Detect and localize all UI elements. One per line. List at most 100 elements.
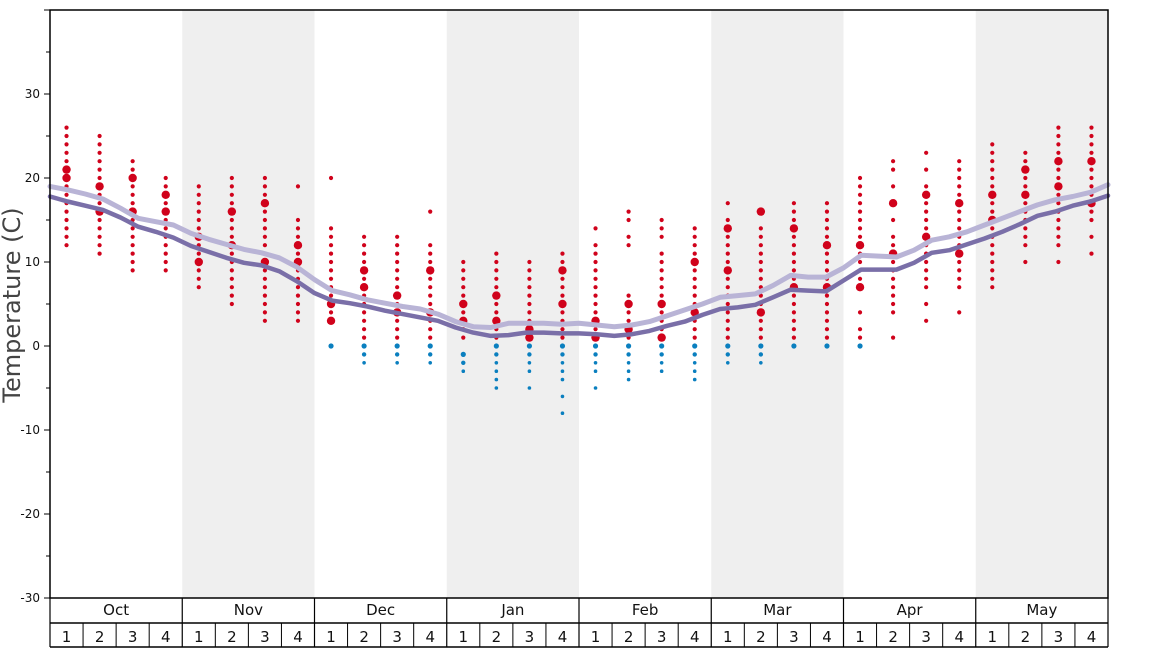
week-label: 1 — [194, 628, 204, 646]
warm-temperature-dot — [659, 226, 664, 231]
cold-temperature-dot — [560, 411, 565, 416]
warm-temperature-dot — [758, 226, 763, 231]
warm-temperature-dot — [1056, 192, 1061, 197]
warm-temperature-dot — [328, 234, 334, 239]
warm-temperature-dot — [593, 327, 598, 332]
cold-temperature-dot — [593, 386, 598, 390]
warm-temperature-dot — [428, 276, 433, 281]
warm-temperature-dot — [395, 285, 400, 290]
warm-temperature-dot — [1023, 159, 1028, 164]
warm-temperature-dot — [857, 192, 863, 197]
warm-temperature-dot — [161, 207, 170, 216]
warm-temperature-dot — [890, 293, 896, 298]
temperature-lines — [47, 182, 1111, 339]
cold-temperature-dot — [692, 352, 697, 357]
warm-temperature-dot — [295, 217, 301, 223]
warm-temperature-dot — [196, 276, 201, 281]
warm-temperature-dot — [293, 241, 303, 250]
warm-temperature-dot — [725, 310, 730, 315]
warm-temperature-dot — [97, 217, 102, 223]
warm-temperature-dot — [1056, 243, 1061, 248]
cold-temperature-dot — [560, 352, 565, 357]
warm-temperature-dot — [957, 310, 962, 315]
warm-temperature-dot — [725, 301, 730, 307]
warm-temperature-dot — [64, 226, 69, 231]
warm-temperature-dot — [560, 335, 565, 340]
warm-temperature-dot — [361, 251, 367, 256]
month-band — [446, 10, 579, 598]
month-bands — [182, 10, 1108, 598]
warm-temperature-dot — [260, 199, 270, 208]
warm-temperature-dot — [461, 276, 466, 281]
warm-temperature-dot — [64, 192, 69, 197]
warm-temperature-dot — [163, 184, 168, 189]
week-label: 3 — [921, 628, 931, 646]
warm-temperature-dot — [692, 285, 697, 290]
month-label: Nov — [234, 601, 263, 619]
warm-temperature-dot — [692, 327, 697, 332]
warm-temperature-dot — [888, 199, 898, 208]
warm-temperature-dot — [857, 276, 863, 281]
warm-temperature-dot — [560, 310, 565, 315]
month-label: Dec — [366, 601, 395, 619]
warm-temperature-dot — [692, 243, 697, 248]
warm-temperature-dot — [957, 226, 962, 231]
warm-temperature-dot — [262, 234, 268, 239]
warm-temperature-dot — [857, 184, 863, 189]
warm-temperature-dot — [758, 268, 763, 273]
warm-temperature-dot — [924, 167, 929, 172]
warm-temperature-dot — [659, 276, 664, 281]
cold-temperature-dot — [626, 369, 631, 374]
cold-temperature-dot — [328, 343, 334, 349]
cold-temperature-dot — [659, 343, 665, 349]
warm-temperature-dot — [262, 268, 268, 273]
cold-temperature-dot — [593, 369, 598, 374]
warm-temperature-dot — [229, 184, 234, 189]
warm-temperature-dot — [196, 285, 201, 290]
warm-temperature-dot — [990, 175, 995, 181]
warm-temperature-dot — [163, 201, 168, 206]
warm-temperature-dot — [130, 243, 135, 248]
warm-temperature-dot — [593, 276, 598, 281]
warm-temperature-dot — [791, 243, 797, 248]
warm-temperature-dot — [1056, 201, 1061, 206]
warm-temperature-dot — [957, 268, 962, 273]
cold-temperature-dot — [560, 361, 565, 365]
warm-temperature-dot — [1056, 150, 1061, 155]
warm-temperature-dot — [196, 217, 201, 223]
warm-temperature-dot — [1087, 157, 1096, 166]
warm-temperature-dot — [130, 192, 135, 197]
warm-temperature-dot — [361, 318, 367, 323]
warm-temperature-dot — [359, 266, 369, 275]
cold-temperature-dot — [692, 377, 697, 382]
week-label: 4 — [954, 628, 964, 646]
warm-temperature-dot — [428, 259, 433, 265]
warm-temperature-dot — [857, 226, 863, 231]
week-label: 4 — [558, 628, 568, 646]
warm-temperature-dot — [924, 150, 929, 155]
month-label: Feb — [632, 601, 659, 619]
cold-temperature-dot — [560, 369, 565, 374]
warm-temperature-dot — [890, 167, 896, 172]
warm-temperature-dot — [824, 201, 830, 206]
warm-temperature-dot — [890, 285, 896, 290]
warm-temperature-dot — [659, 285, 664, 290]
cold-temperature-dot — [460, 351, 466, 357]
warm-temperature-dot — [95, 182, 104, 191]
warm-temperature-dot — [1023, 226, 1028, 231]
warm-temperature-dot — [957, 175, 962, 181]
warm-temperature-dot — [791, 251, 797, 256]
week-label: 1 — [988, 628, 998, 646]
warm-temperature-dot — [229, 251, 234, 256]
cold-temperature-dot — [857, 343, 863, 349]
warm-temperature-dot — [361, 259, 367, 265]
warm-temperature-dot — [229, 234, 234, 239]
cold-temperature-dot — [824, 343, 830, 349]
warm-temperature-dot — [428, 335, 433, 340]
month-band — [182, 10, 315, 598]
warm-temperature-dot — [492, 316, 501, 325]
warm-temperature-dot — [659, 217, 664, 223]
warm-temperature-dot — [64, 125, 69, 130]
warm-temperature-dot — [395, 243, 400, 248]
